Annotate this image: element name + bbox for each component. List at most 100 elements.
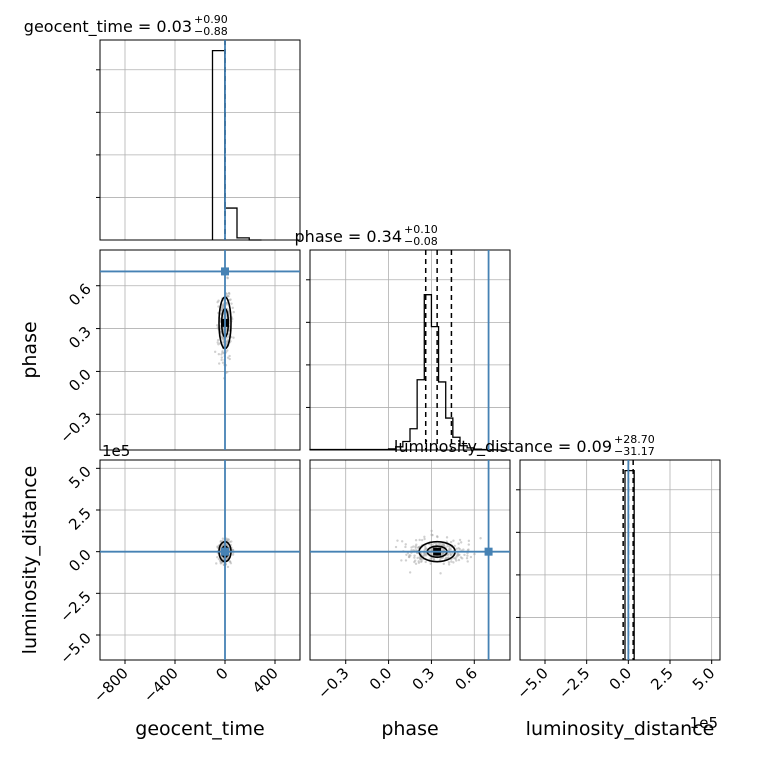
sample-point <box>457 554 460 557</box>
sample-point <box>219 539 223 543</box>
sample-point <box>458 547 461 551</box>
sample-point <box>452 561 455 564</box>
truth-marker <box>221 547 229 556</box>
sample-point <box>467 548 470 551</box>
sample-point <box>229 298 232 301</box>
sample-point <box>466 551 469 555</box>
truth-marker <box>221 267 229 276</box>
sample-point <box>439 572 442 575</box>
scatter-luminosity_distance-phase <box>310 460 510 660</box>
panel-luminosity_distance-luminosity_distance <box>516 459 721 661</box>
sample-point <box>216 341 219 344</box>
title-geocent_time: geocent_time = 0.03 +0.90−0.88 <box>24 13 228 38</box>
sample-point <box>230 302 233 305</box>
sample-point <box>469 555 473 559</box>
sample-point <box>432 558 435 561</box>
title-upper-error: +28.70 <box>614 433 655 446</box>
sample-point <box>458 538 462 542</box>
sample-point <box>466 554 469 557</box>
sample-point <box>466 560 469 563</box>
sample-point <box>446 545 449 548</box>
sample-point <box>423 537 426 541</box>
sample-point <box>423 535 426 539</box>
x-tick-label: −5.0 <box>513 664 551 702</box>
sample-point <box>448 545 451 549</box>
y-tick-label: 5.0 <box>65 462 95 492</box>
sample-point <box>413 556 416 559</box>
y-tick-label: 0.0 <box>65 366 95 396</box>
offset-label-x: 1e5 <box>690 714 718 732</box>
sample-point <box>455 555 458 559</box>
y-tick-label: 0.6 <box>65 280 95 310</box>
sample-point <box>429 562 432 565</box>
sample-point <box>452 539 455 542</box>
sample-point <box>430 533 433 537</box>
sample-point <box>438 542 442 546</box>
sample-point <box>410 546 413 549</box>
sample-point <box>215 562 218 565</box>
truth-marker <box>484 547 493 556</box>
title-lower-error: −0.88 <box>194 25 228 38</box>
sample-point <box>416 556 419 560</box>
sample-point <box>232 310 235 314</box>
sample-point <box>225 303 228 306</box>
sample-point <box>215 324 219 327</box>
scatter-luminosity_distance-geocent_time <box>100 460 300 660</box>
sample-point <box>417 546 420 549</box>
sample-point <box>227 538 230 541</box>
y-axis-label-luminosity_distance: luminosity_distance <box>19 466 41 655</box>
sample-point <box>429 557 433 560</box>
sample-point <box>231 306 234 310</box>
sample-point <box>231 553 235 556</box>
title-text: phase = 0.34 <box>295 227 402 246</box>
sample-point <box>228 560 232 563</box>
scatter-phase-geocent_time <box>100 250 300 450</box>
sample-point <box>448 547 452 551</box>
x-tick-label: 0.0 <box>366 664 396 694</box>
sample-point <box>232 336 235 339</box>
sample-point <box>463 553 466 557</box>
sample-point <box>405 553 408 556</box>
sample-point <box>408 571 412 574</box>
sample-point <box>404 543 407 546</box>
sample-point <box>449 553 452 557</box>
sample-point <box>231 548 235 552</box>
sample-point <box>414 562 418 565</box>
x-tick-label: 0 <box>212 664 231 683</box>
panel-frame <box>99 459 301 661</box>
sample-point <box>228 354 231 358</box>
panel-phase-phase <box>306 249 511 451</box>
sample-point <box>221 350 224 353</box>
sample-point <box>447 561 451 564</box>
sample-point <box>418 538 421 542</box>
histogram-phase <box>309 294 503 451</box>
histogram-geocent_time <box>211 49 262 241</box>
sample-point <box>227 291 231 295</box>
sample-point <box>420 538 424 542</box>
title-upper-error: +0.90 <box>194 13 228 26</box>
sample-point <box>226 349 229 352</box>
sample-point <box>412 545 415 548</box>
x-tick-label: −800 <box>90 664 132 706</box>
title-lower-error: −31.17 <box>614 445 655 458</box>
panel-luminosity_distance-geocent_time <box>99 459 301 661</box>
sample-point <box>461 557 464 560</box>
sample-point <box>220 358 223 362</box>
sample-point <box>228 357 231 361</box>
y-tick-label: 2.5 <box>65 504 95 534</box>
sample-point <box>400 540 404 543</box>
y-axis-label-phase: phase <box>19 321 41 378</box>
panel-frame <box>99 249 301 451</box>
sample-point <box>220 353 223 356</box>
sample-point <box>462 548 465 551</box>
panel-frame <box>309 249 511 451</box>
sample-point <box>226 565 230 569</box>
sample-point <box>447 563 451 566</box>
sample-point <box>216 556 219 559</box>
sample-point <box>217 305 220 308</box>
sample-point <box>414 545 417 548</box>
sample-point <box>436 535 439 539</box>
sample-point <box>453 544 456 548</box>
x-axis-label-geocent_time: geocent_time <box>135 718 264 740</box>
